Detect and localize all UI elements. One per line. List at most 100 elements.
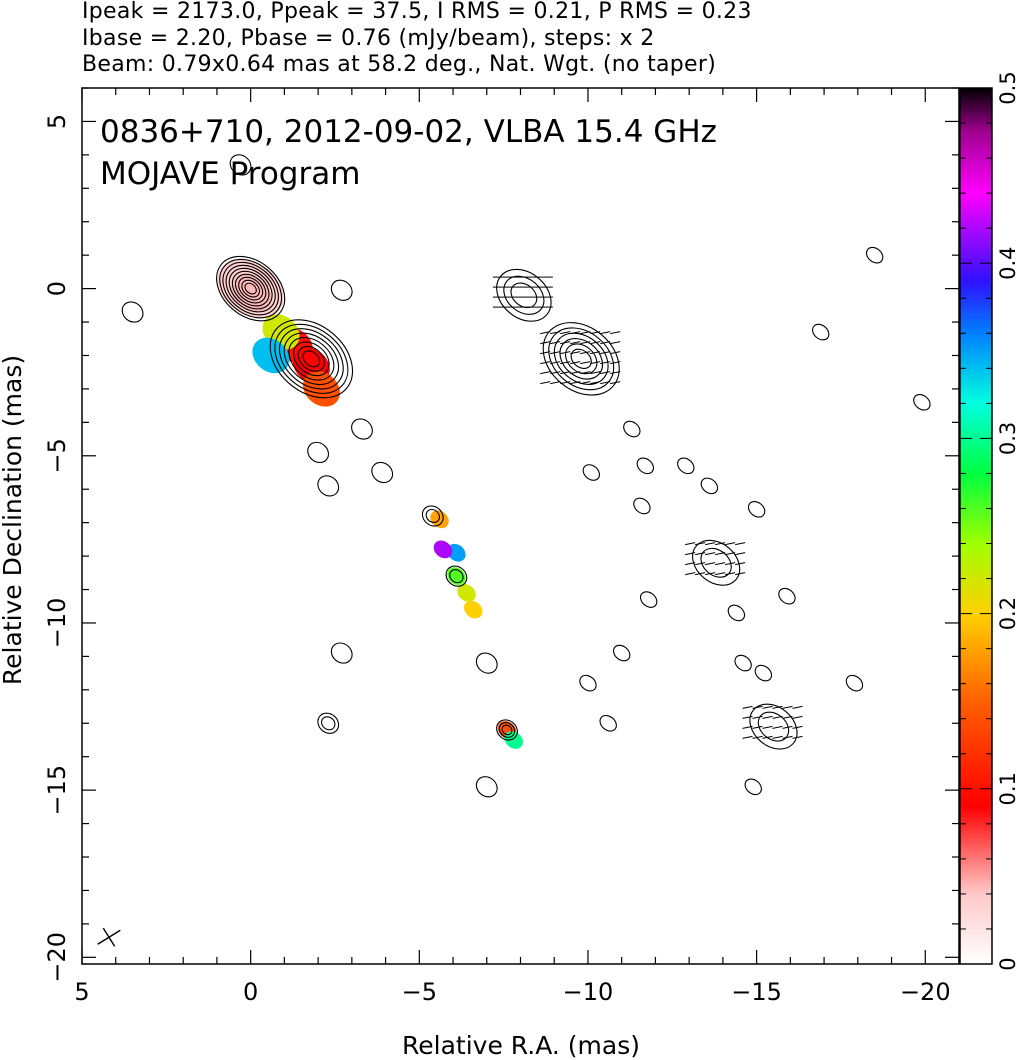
evpa-tick xyxy=(792,715,803,719)
pol-contour xyxy=(749,703,798,750)
evpa-tick xyxy=(752,725,763,729)
evpa-tick xyxy=(580,341,591,345)
stokes-i-contour xyxy=(475,776,498,798)
beam-minor-axis xyxy=(102,927,116,947)
evpa-tick xyxy=(570,371,581,375)
evpa-tick xyxy=(600,381,611,385)
evpa-tick xyxy=(782,705,793,709)
colorbar-tick-label: 0.4 xyxy=(996,246,1020,279)
evpa-tick xyxy=(695,552,706,556)
evpa-tick xyxy=(590,381,601,385)
x-tick-label: 0 xyxy=(243,978,258,1006)
evpa-tick xyxy=(695,542,706,546)
evpa-tick xyxy=(735,572,746,576)
evpa-tick xyxy=(590,351,601,355)
evpa-tick xyxy=(735,562,746,566)
colorbar-ticks: 0 0.1 0.2 0.3 0.4 0.5 xyxy=(960,71,1020,971)
evpa-tick xyxy=(742,725,753,729)
evpa-tick xyxy=(705,552,716,556)
plot-frame xyxy=(81,87,960,965)
pol-contour xyxy=(612,644,631,662)
evpa-tick xyxy=(560,341,571,345)
evpa-tick xyxy=(610,371,621,375)
pol-contour xyxy=(553,332,609,385)
pol-contour xyxy=(677,457,695,475)
evpa-tick xyxy=(695,572,706,576)
evpa-tick xyxy=(792,725,803,729)
evpa-tick xyxy=(715,572,726,576)
stokes-i-contour xyxy=(269,319,354,399)
header-line-1: Ipeak = 2173.0, Ppeak = 37.5, I RMS = 0.… xyxy=(82,0,752,24)
y-axis-label: Relative Declination (mas) xyxy=(0,355,27,685)
evpa-tick xyxy=(600,351,611,355)
stokes-i-contour xyxy=(244,282,257,295)
evpa-tick xyxy=(580,381,591,385)
evpa-tick xyxy=(742,735,753,739)
evpa-tick xyxy=(560,351,571,355)
evpa-tick xyxy=(600,331,611,335)
stokes-i-contour xyxy=(330,279,353,301)
evpa-tick xyxy=(792,705,803,709)
evpa-tick xyxy=(705,562,716,566)
evpa-tick xyxy=(685,562,696,566)
evpa-tick xyxy=(772,735,783,739)
stokes-i-contour xyxy=(317,475,340,497)
stokes-i-contour xyxy=(238,276,264,301)
y-tick-label: −10 xyxy=(43,598,71,649)
pol-contour xyxy=(744,778,762,796)
evpa-tick xyxy=(752,735,763,739)
evpa-tick xyxy=(610,341,621,345)
evpa-ticks xyxy=(492,276,803,739)
evpa-tick xyxy=(590,331,601,335)
evpa-tick xyxy=(570,361,581,365)
pol-contour xyxy=(570,348,592,369)
stokes-i-contour xyxy=(231,270,270,307)
evpa-tick xyxy=(792,735,803,739)
pol-contour xyxy=(700,477,719,495)
evpa-tick xyxy=(752,715,763,719)
colorbar-tick-label: 0.5 xyxy=(996,71,1020,104)
stokes-i-contour xyxy=(297,345,326,372)
pol-contour xyxy=(812,323,830,341)
stokes-i-contours xyxy=(121,154,518,798)
header-line-3: Beam: 0.79x0.64 mas at 58.2 deg., Nat. W… xyxy=(82,52,717,77)
pol-contour xyxy=(636,457,654,475)
evpa-tick xyxy=(762,715,773,719)
fpol-region xyxy=(504,731,523,749)
evpa-tick xyxy=(715,562,726,566)
stokes-i-contour xyxy=(449,569,464,584)
evpa-tick xyxy=(725,572,736,576)
x-tick-label: −10 xyxy=(563,978,614,1006)
evpa-tick xyxy=(782,715,793,719)
evpa-tick xyxy=(610,381,621,385)
evpa-tick xyxy=(610,351,621,355)
evpa-tick xyxy=(590,371,601,375)
evpa-tick xyxy=(715,542,726,546)
evpa-tick xyxy=(705,542,716,546)
evpa-tick xyxy=(580,371,591,375)
evpa-tick xyxy=(580,351,591,355)
evpa-tick xyxy=(550,351,561,355)
evpa-tick xyxy=(725,552,736,556)
pol-contour xyxy=(639,591,658,608)
fpol-region xyxy=(464,600,483,619)
pol-contour xyxy=(757,711,790,742)
evpa-tick xyxy=(540,341,551,345)
evpa-tick xyxy=(540,331,551,335)
y-tick-label: 5 xyxy=(43,114,71,129)
stokes-i-contour xyxy=(222,261,279,316)
evpa-tick xyxy=(540,361,551,365)
evpa-tick xyxy=(590,341,601,345)
pol-contour xyxy=(542,322,620,396)
stokes-i-contour xyxy=(321,716,336,731)
evpa-tick xyxy=(762,705,773,709)
evpa-tick xyxy=(560,361,571,365)
pol-contour xyxy=(579,674,597,692)
stokes-i-contour xyxy=(330,642,353,664)
evpa-tick xyxy=(715,552,726,556)
evpa-tick xyxy=(752,705,763,709)
evpa-tick xyxy=(570,381,581,385)
fpol-region xyxy=(457,583,476,602)
pol-contour xyxy=(913,393,931,411)
